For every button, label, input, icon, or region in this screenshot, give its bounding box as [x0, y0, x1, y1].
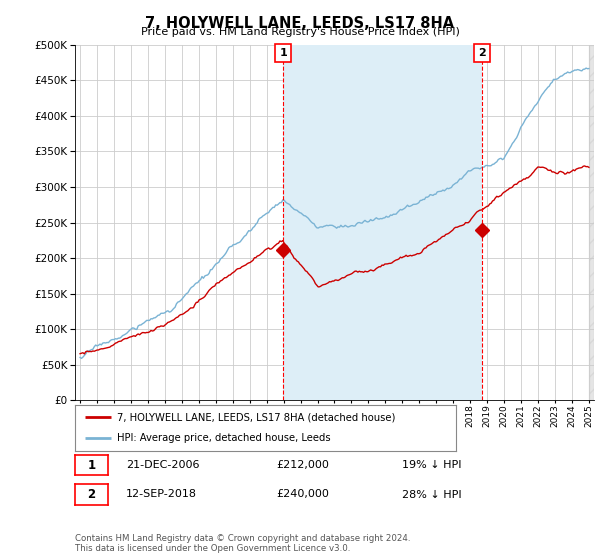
Text: £212,000: £212,000: [276, 460, 329, 470]
Text: 19% ↓ HPI: 19% ↓ HPI: [402, 460, 461, 470]
Text: 1: 1: [279, 48, 287, 58]
Text: 1: 1: [88, 459, 95, 472]
Text: 28% ↓ HPI: 28% ↓ HPI: [402, 489, 461, 500]
Text: £240,000: £240,000: [276, 489, 329, 500]
Text: HPI: Average price, detached house, Leeds: HPI: Average price, detached house, Leed…: [117, 433, 331, 444]
Text: 2: 2: [88, 488, 95, 501]
Text: Contains HM Land Registry data © Crown copyright and database right 2024.
This d: Contains HM Land Registry data © Crown c…: [75, 534, 410, 553]
Text: 7, HOLYWELL LANE, LEEDS, LS17 8HA (detached house): 7, HOLYWELL LANE, LEEDS, LS17 8HA (detac…: [117, 412, 395, 422]
Text: 21-DEC-2006: 21-DEC-2006: [126, 460, 199, 470]
Text: 12-SEP-2018: 12-SEP-2018: [126, 489, 197, 500]
Text: Price paid vs. HM Land Registry's House Price Index (HPI): Price paid vs. HM Land Registry's House …: [140, 27, 460, 37]
Text: 7, HOLYWELL LANE, LEEDS, LS17 8HA: 7, HOLYWELL LANE, LEEDS, LS17 8HA: [145, 16, 455, 31]
Text: 2: 2: [478, 48, 486, 58]
Bar: [283, 45, 482, 400]
